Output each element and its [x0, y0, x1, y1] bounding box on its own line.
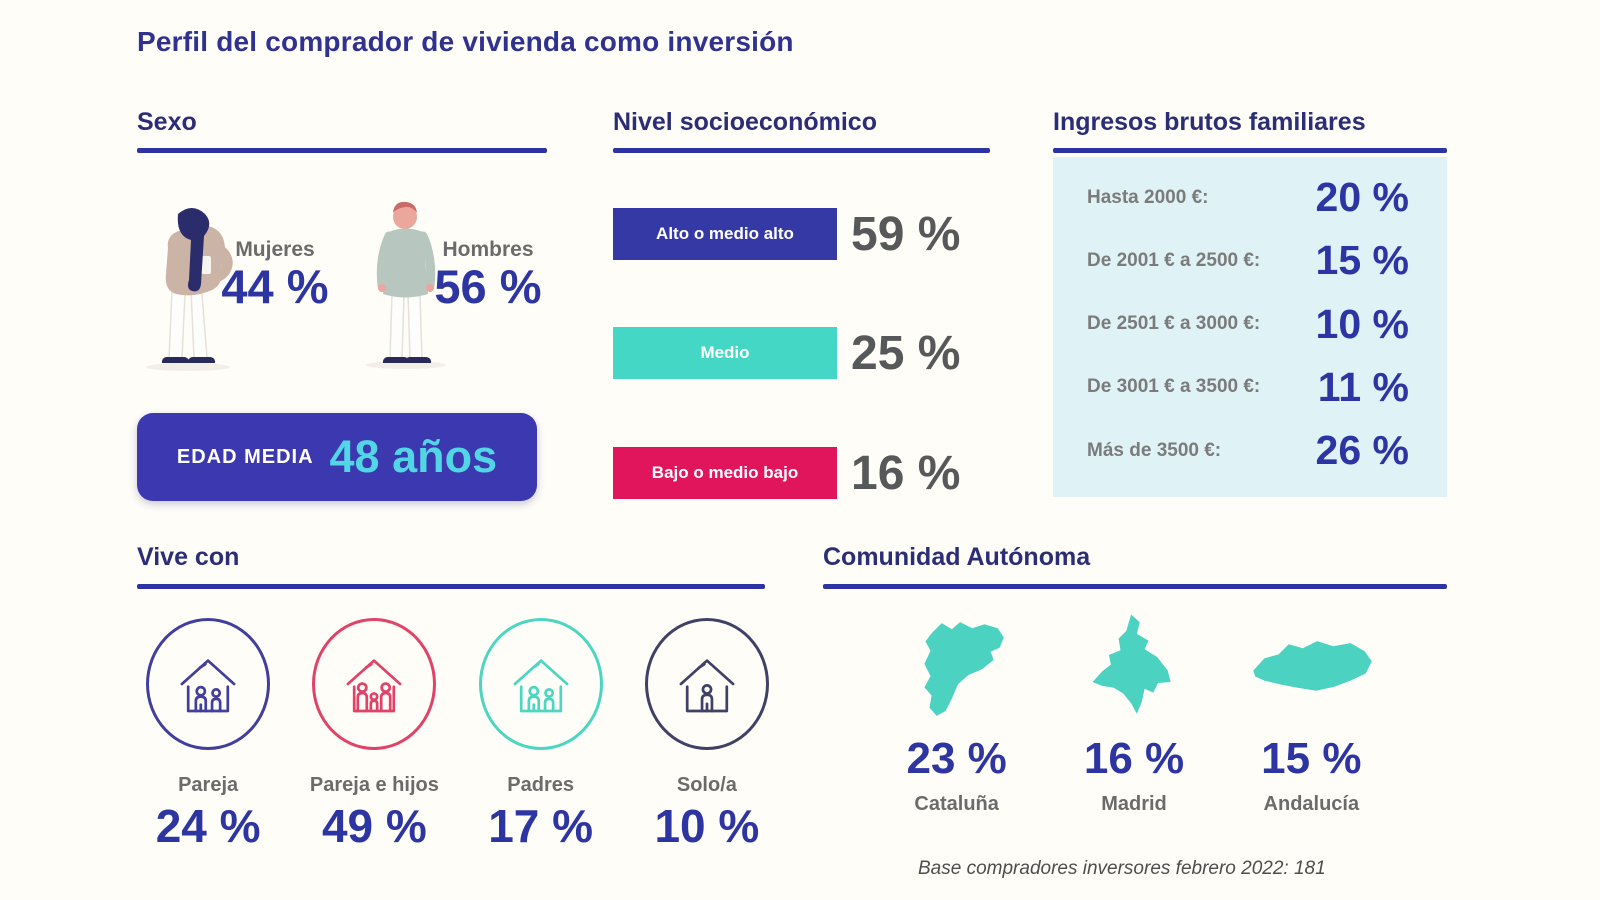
comunidad-item: 23 % Cataluña — [868, 605, 1045, 816]
comunidad-label: Andalucía — [1263, 793, 1360, 815]
ingresos-value: 15 % — [1315, 237, 1409, 284]
vive-con-value: 24 % — [155, 800, 261, 852]
edad-media-value: 48 años — [329, 431, 498, 482]
ingresos-row: Más de 3500 €: 26 % — [1087, 430, 1409, 471]
edad-media-label: EDAD MEDIA — [176, 445, 314, 468]
nivel-bar-row: Bajo o medio bajo 16 % — [613, 446, 961, 500]
house-single-icon — [644, 618, 769, 750]
mujeres-label: Mujeres — [235, 238, 315, 261]
comunidad-value: 16 % — [1083, 734, 1185, 783]
sexo-mujeres-stat: Mujeres 44 % — [195, 238, 355, 311]
vive-con-value: 49 % — [321, 800, 427, 852]
comunidad-label: Cataluña — [914, 793, 999, 815]
footnote: Base compradores inversores febrero 2022… — [918, 858, 1326, 879]
vive-con-item: Solo/a 10 % — [624, 618, 790, 849]
house-family-icon — [312, 618, 437, 750]
vive-con-label: Solo/a — [676, 774, 737, 796]
ingresos-value: 11 % — [1317, 363, 1409, 410]
nivel-value-bajo: 16 % — [851, 446, 961, 500]
nivel-heading-rule — [613, 148, 990, 153]
edad-media-badge: EDAD MEDIA 48 años — [137, 413, 537, 501]
house-parents-icon — [478, 618, 603, 750]
vive-con-value: 17 % — [488, 800, 594, 852]
ingresos-heading-rule — [1053, 148, 1447, 153]
ingresos-label: Hasta 2000 €: — [1087, 186, 1209, 208]
sexo-heading: Sexo — [137, 108, 197, 136]
comunidad-item: 16 % Madrid — [1045, 605, 1222, 816]
comunidad-value: 15 % — [1261, 734, 1362, 783]
comunidad-value: 23 % — [906, 734, 1007, 783]
vive-con-heading: Vive con — [137, 543, 240, 571]
page-title: Perfil del comprador de vivienda como in… — [137, 26, 794, 57]
vive-con-grid: Pareja 24 % Pareja e hijos 49 % — [125, 618, 790, 849]
nivel-bar-alto: Alto o medio alto — [613, 208, 837, 260]
nivel-bar-bajo: Bajo o medio bajo — [613, 447, 837, 499]
ingresos-heading: Ingresos brutos familiares — [1053, 108, 1366, 136]
vive-con-label: Pareja e hijos — [309, 774, 439, 796]
vive-con-item: Padres 17 % — [458, 618, 624, 849]
vive-con-label: Pareja — [178, 774, 239, 796]
ingresos-label: Más de 3500 €: — [1087, 439, 1222, 461]
vive-con-item: Pareja e hijos 49 % — [291, 618, 457, 849]
man-illustration — [348, 196, 463, 371]
nivel-bar-row: Medio 25 % — [613, 326, 961, 380]
ingresos-row: De 2001 € a 2500 €: 15 % — [1087, 240, 1409, 281]
sexo-hombres-stat: Hombres 56 % — [408, 238, 568, 311]
vive-con-label: Padres — [507, 774, 574, 796]
ingresos-label: De 2001 € a 2500 €: — [1087, 249, 1261, 271]
comunidad-label: Madrid — [1101, 793, 1167, 815]
ingresos-row: De 3001 € a 3500 €: 11 % — [1087, 363, 1409, 410]
ingresos-row: De 2501 € a 3000 €: 10 % — [1087, 300, 1409, 347]
comunidad-heading-rule — [823, 584, 1447, 589]
mujeres-value: 44 % — [221, 260, 329, 313]
comunidad-heading: Comunidad Autónoma — [823, 543, 1091, 571]
ingresos-label: De 2501 € a 3000 €: — [1087, 313, 1261, 334]
hombres-value: 56 % — [434, 260, 542, 313]
nivel-heading: Nivel socioeconómico — [613, 108, 877, 136]
vive-con-item: Pareja 24 % — [125, 618, 291, 849]
comunidad-item: 15 % Andalucía — [1223, 605, 1400, 816]
ingresos-panel: Hasta 2000 €: 20 % De 2001 € a 2500 €: 1… — [1053, 157, 1447, 497]
vive-con-heading-rule — [137, 584, 765, 589]
ingresos-label: De 3001 € a 3500 €: — [1087, 376, 1261, 398]
house-couple-icon — [146, 618, 271, 750]
cataluna-map — [901, 605, 1013, 733]
comunidad-grid: 23 % Cataluña 16 % Madrid 15 % Andalucía — [868, 605, 1400, 816]
ingresos-value: 20 % — [1315, 174, 1409, 220]
nivel-bar-medio: Medio — [613, 327, 837, 379]
woman-illustration — [128, 198, 248, 373]
ingresos-value: 10 % — [1315, 300, 1409, 347]
nivel-value-alto: 59 % — [851, 207, 961, 261]
ingresos-row: Hasta 2000 €: 20 % — [1087, 177, 1409, 218]
vive-con-value: 10 % — [654, 800, 760, 852]
nivel-value-medio: 25 % — [851, 326, 961, 380]
sexo-heading-rule — [137, 148, 547, 153]
nivel-bar-row: Alto o medio alto 59 % — [613, 207, 961, 261]
ingresos-value: 26 % — [1315, 427, 1409, 473]
madrid-map — [1081, 605, 1187, 733]
andalucia-map — [1245, 605, 1377, 733]
hombres-label: Hombres — [442, 238, 534, 261]
